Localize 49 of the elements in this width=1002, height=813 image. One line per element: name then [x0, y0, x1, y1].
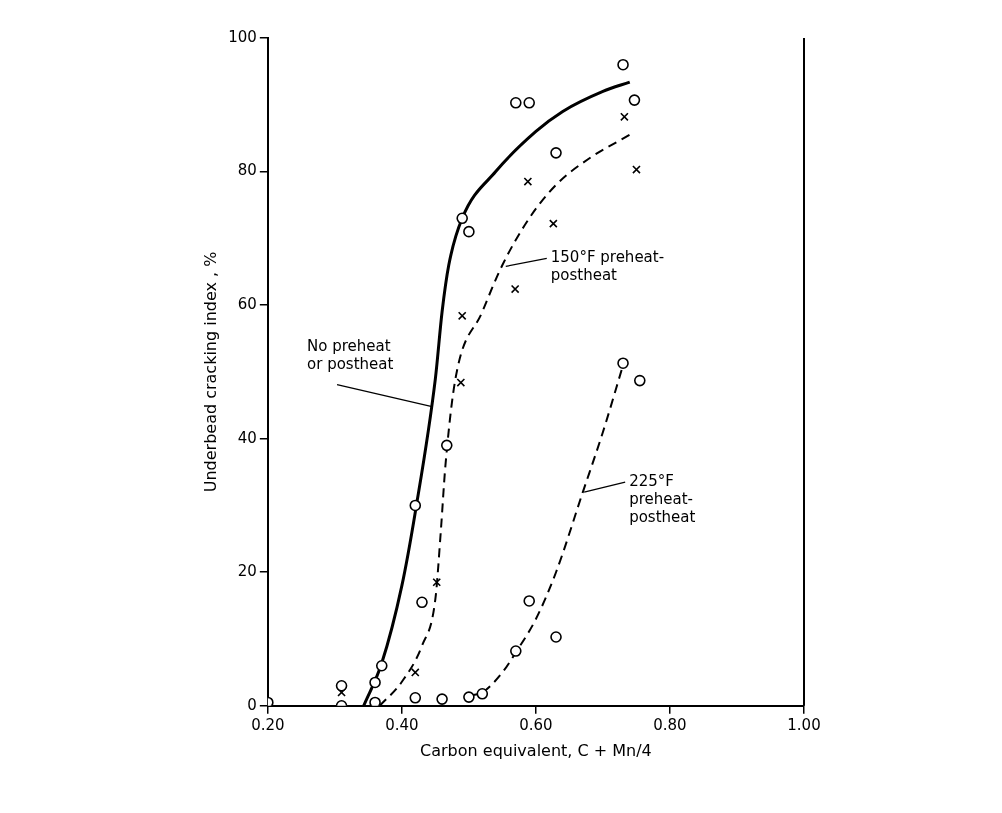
- point: [476, 687, 489, 700]
- point: [335, 679, 348, 692]
- point: [409, 499, 422, 512]
- x-tick-label: 0.40: [385, 715, 419, 734]
- point: [550, 147, 562, 159]
- point: [463, 225, 475, 238]
- point: [510, 96, 522, 109]
- point: [416, 596, 428, 609]
- x-axis-title: Carbon equivalent, C + Mn/4: [420, 740, 652, 760]
- point: [375, 659, 388, 672]
- x-tick-label: 0.80: [653, 715, 687, 734]
- point: [457, 311, 467, 321]
- y-tick-label: 20: [237, 562, 257, 581]
- annotation: 150°F preheat- postheat: [550, 248, 665, 285]
- y-tick-label: 60: [237, 295, 257, 314]
- x-tick-label: 0.60: [519, 715, 553, 734]
- point: [432, 577, 442, 587]
- y-tick-label: 100: [228, 27, 257, 46]
- point: [510, 284, 520, 294]
- point: [463, 691, 475, 703]
- point: [456, 212, 468, 225]
- point: [456, 378, 466, 387]
- point: [617, 357, 629, 370]
- point: [550, 631, 562, 643]
- y-tick-label: 40: [237, 428, 257, 447]
- point: [337, 688, 346, 697]
- x-tick-label: 0.20: [251, 715, 285, 734]
- point: [523, 177, 533, 186]
- point: [369, 696, 381, 706]
- annotation: No preheat or postheat: [307, 336, 394, 373]
- point: [523, 96, 536, 109]
- point: [410, 668, 420, 677]
- y-tick-label: 80: [237, 161, 257, 180]
- point: [523, 595, 536, 607]
- point: [436, 693, 448, 705]
- annotation: 225°F preheat- postheat: [629, 471, 696, 526]
- point: [620, 112, 629, 122]
- point: [617, 58, 629, 71]
- y-axis-title: Underbead cracking index , %: [200, 251, 220, 493]
- point: [440, 439, 453, 452]
- point: [409, 691, 422, 704]
- point: [369, 676, 381, 689]
- point: [510, 645, 522, 657]
- point: [632, 165, 641, 174]
- point: [634, 374, 646, 387]
- point: [628, 94, 641, 106]
- point: [549, 219, 558, 228]
- y-tick-label: 0: [247, 695, 257, 714]
- x-tick-label: 1.00: [787, 715, 821, 734]
